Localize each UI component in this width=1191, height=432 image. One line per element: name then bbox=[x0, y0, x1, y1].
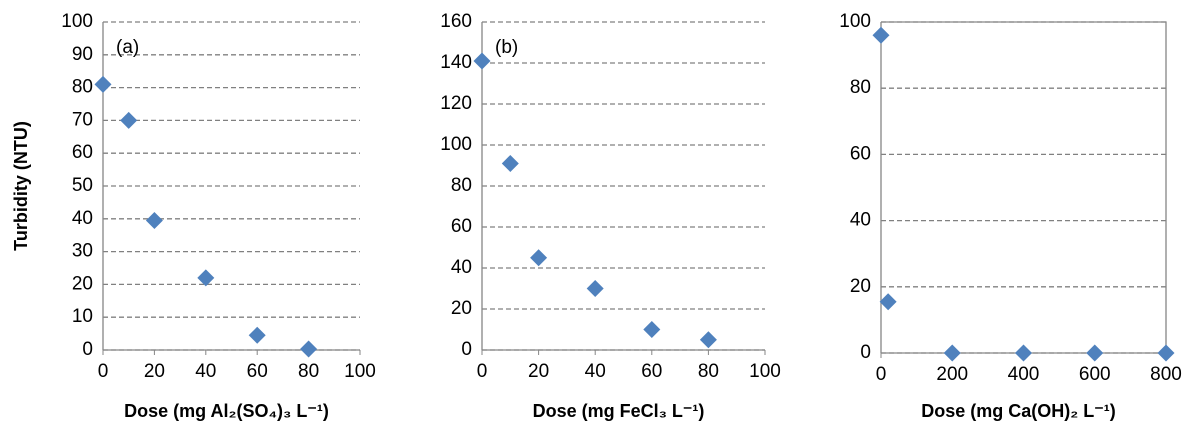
x-axis-title: Dose (mg Al₂(SO₄)₃ L⁻¹) bbox=[124, 401, 329, 421]
y-tick-label: 30 bbox=[72, 241, 93, 262]
y-tick-label: 90 bbox=[72, 44, 93, 65]
y-tick-label: 80 bbox=[72, 77, 93, 98]
point bbox=[1015, 344, 1032, 362]
y-tick-label: 20 bbox=[451, 298, 472, 319]
y-axis-title: Turbidity (NTU) bbox=[11, 121, 31, 251]
x-tick-label: 80 bbox=[698, 361, 719, 382]
point bbox=[501, 154, 519, 172]
y-tick-label: 100 bbox=[440, 134, 472, 155]
y-tick-label: 100 bbox=[61, 11, 93, 32]
point bbox=[699, 331, 717, 349]
x-tick-label: 0 bbox=[876, 364, 887, 385]
x-tick-label: 100 bbox=[344, 361, 376, 382]
y-tick-label: 70 bbox=[72, 109, 93, 130]
x-tick-label: 600 bbox=[1079, 364, 1111, 385]
y-tick-label: 80 bbox=[451, 175, 472, 196]
annotation: (b) bbox=[495, 37, 518, 58]
point bbox=[300, 340, 318, 358]
y-tick-label: 0 bbox=[461, 339, 472, 360]
x-tick-label: 0 bbox=[98, 361, 109, 382]
x-tick-label: 100 bbox=[749, 361, 781, 382]
point bbox=[879, 293, 897, 311]
y-tick-label: 10 bbox=[72, 306, 93, 327]
x-tick-label: 20 bbox=[528, 361, 549, 382]
plot-frame bbox=[881, 21, 1167, 353]
y-tick-label: 60 bbox=[850, 143, 871, 164]
point bbox=[145, 211, 163, 229]
x-tick-label: 40 bbox=[195, 361, 216, 382]
x-tick-label: 40 bbox=[585, 361, 606, 382]
point bbox=[197, 269, 215, 287]
y-tick-label: 40 bbox=[451, 257, 472, 278]
x-tick-label: 60 bbox=[247, 361, 268, 382]
y-tick-label: 120 bbox=[440, 93, 472, 114]
point bbox=[473, 52, 491, 70]
x-tick-label: 800 bbox=[1150, 364, 1182, 385]
point bbox=[1086, 344, 1104, 362]
y-tick-label: 50 bbox=[72, 175, 93, 196]
x-tick-label: 400 bbox=[1008, 364, 1040, 385]
point bbox=[1157, 344, 1175, 362]
x-tick-label: 80 bbox=[298, 361, 319, 382]
point bbox=[643, 321, 661, 338]
point bbox=[94, 75, 112, 93]
y-tick-label: 80 bbox=[850, 77, 871, 98]
annotation: (a) bbox=[116, 37, 139, 58]
y-tick-label: 40 bbox=[72, 208, 93, 229]
y-tick-label: 0 bbox=[82, 339, 93, 360]
y-tick-label: 20 bbox=[850, 276, 871, 297]
point bbox=[943, 344, 961, 362]
point bbox=[530, 249, 548, 267]
y-tick-label: 60 bbox=[451, 216, 472, 237]
x-tick-label: 0 bbox=[477, 361, 488, 382]
y-tick-label: 100 bbox=[839, 11, 871, 32]
y-tick-label: 20 bbox=[72, 273, 93, 294]
point bbox=[120, 111, 138, 129]
point bbox=[586, 280, 604, 297]
y-tick-label: 140 bbox=[440, 52, 472, 73]
x-axis-title: Dose (mg FeCl₃ L⁻¹) bbox=[533, 401, 705, 421]
y-tick-label: 60 bbox=[72, 142, 93, 163]
y-tick-label: 160 bbox=[440, 11, 472, 32]
x-tick-label: 200 bbox=[936, 364, 968, 385]
point bbox=[248, 326, 266, 344]
x-tick-label: 60 bbox=[641, 361, 662, 382]
y-tick-label: 40 bbox=[850, 210, 871, 231]
x-tick-label: 20 bbox=[144, 361, 165, 382]
point bbox=[872, 26, 890, 44]
x-axis-title: Dose (mg Ca(OH)₂ L⁻¹) bbox=[921, 401, 1116, 421]
y-tick-label: 0 bbox=[860, 342, 871, 363]
